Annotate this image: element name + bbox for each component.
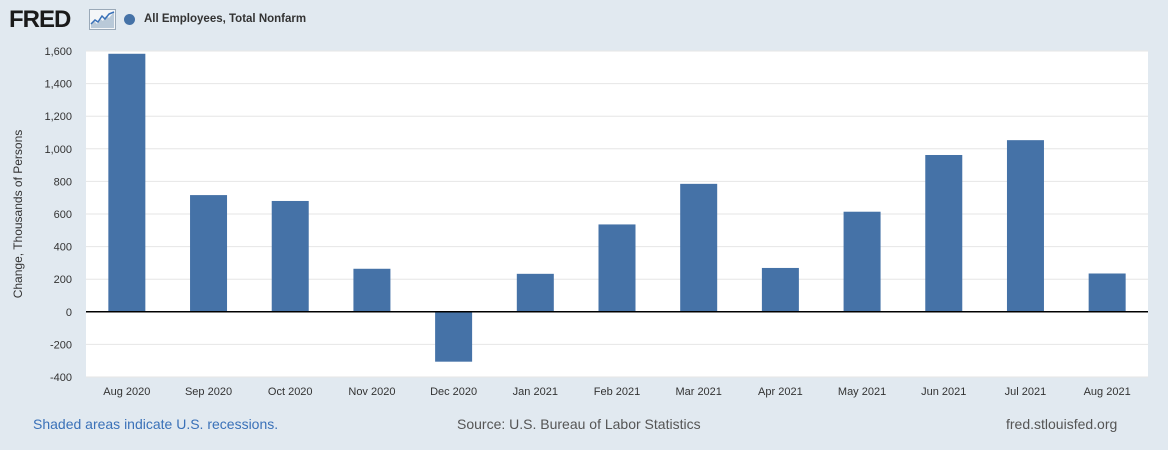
y-tick-label: -200 bbox=[50, 339, 72, 351]
bar[interactable] bbox=[353, 268, 391, 312]
x-tick-label: Aug 2020 bbox=[103, 386, 150, 398]
fred-logo[interactable]: FRED bbox=[9, 6, 71, 33]
x-tick-label: Jan 2021 bbox=[513, 386, 558, 398]
recession-note[interactable]: Shaded areas indicate U.S. recessions. bbox=[33, 416, 279, 432]
bar[interactable] bbox=[190, 195, 228, 312]
y-tick-label: -400 bbox=[50, 372, 72, 384]
y-axis-title: Change, Thousands of Persons bbox=[11, 130, 25, 299]
y-tick-label: 1,600 bbox=[44, 46, 72, 58]
chart-header: FRED All Employees, Total Nonfarm bbox=[0, 0, 1168, 40]
y-axis-ticks: -400 -200 0 200 400 600 800 1,000 1,200 1,400 1,60… bbox=[44, 46, 72, 384]
bar[interactable] bbox=[271, 200, 309, 312]
y-tick-label: 1,400 bbox=[44, 79, 72, 91]
y-tick-label: 1,200 bbox=[44, 111, 72, 123]
bar[interactable] bbox=[680, 183, 718, 312]
bar[interactable] bbox=[1088, 273, 1126, 312]
bars bbox=[108, 53, 1126, 362]
x-tick-label: Sep 2020 bbox=[185, 386, 232, 398]
x-tick-label: Jun 2021 bbox=[921, 386, 966, 398]
y-tick-label: 200 bbox=[54, 274, 72, 286]
chart-legend[interactable]: All Employees, Total Nonfarm bbox=[124, 10, 306, 28]
legend-marker bbox=[124, 13, 135, 25]
bar[interactable] bbox=[761, 267, 799, 312]
x-tick-label: May 2021 bbox=[838, 386, 886, 398]
x-tick-label: Dec 2020 bbox=[430, 386, 477, 398]
x-tick-label: Oct 2020 bbox=[268, 386, 313, 398]
site-link[interactable]: fred.stlouisfed.org bbox=[1006, 416, 1118, 432]
legend-label: All Employees, Total Nonfarm bbox=[144, 13, 307, 25]
x-tick-label: Aug 2021 bbox=[1084, 386, 1131, 398]
bar[interactable] bbox=[516, 273, 554, 312]
fred-logo-graph-icon bbox=[89, 9, 116, 30]
bar[interactable] bbox=[435, 311, 473, 362]
y-tick-label: 1,000 bbox=[44, 144, 72, 156]
x-tick-label: Nov 2020 bbox=[348, 386, 395, 398]
x-tick-label: Apr 2021 bbox=[758, 386, 803, 398]
bar[interactable] bbox=[1006, 140, 1044, 312]
bar[interactable] bbox=[598, 224, 636, 312]
bar[interactable] bbox=[108, 53, 146, 312]
bar[interactable] bbox=[843, 211, 881, 312]
x-axis-ticks: Aug 2020 Sep 2020 Oct 2020 Nov 2020 Dec 2020… bbox=[103, 386, 1130, 398]
y-tick-label: 400 bbox=[54, 242, 72, 254]
y-tick-label: 600 bbox=[54, 209, 72, 221]
chart: -400 -200 0 200 400 600 800 1,000 1,200 1,400 1,60… bbox=[11, 46, 1148, 398]
grid-lines bbox=[86, 50, 1148, 378]
y-tick-label: 800 bbox=[54, 176, 72, 188]
bar[interactable] bbox=[925, 154, 963, 312]
x-tick-label: Mar 2021 bbox=[675, 386, 721, 398]
x-tick-label: Feb 2021 bbox=[594, 386, 640, 398]
x-tick-label: Jul 2021 bbox=[1005, 386, 1047, 398]
source-note: Source: U.S. Bureau of Labor Statistics bbox=[457, 416, 701, 432]
y-tick-label: 0 bbox=[66, 307, 72, 319]
